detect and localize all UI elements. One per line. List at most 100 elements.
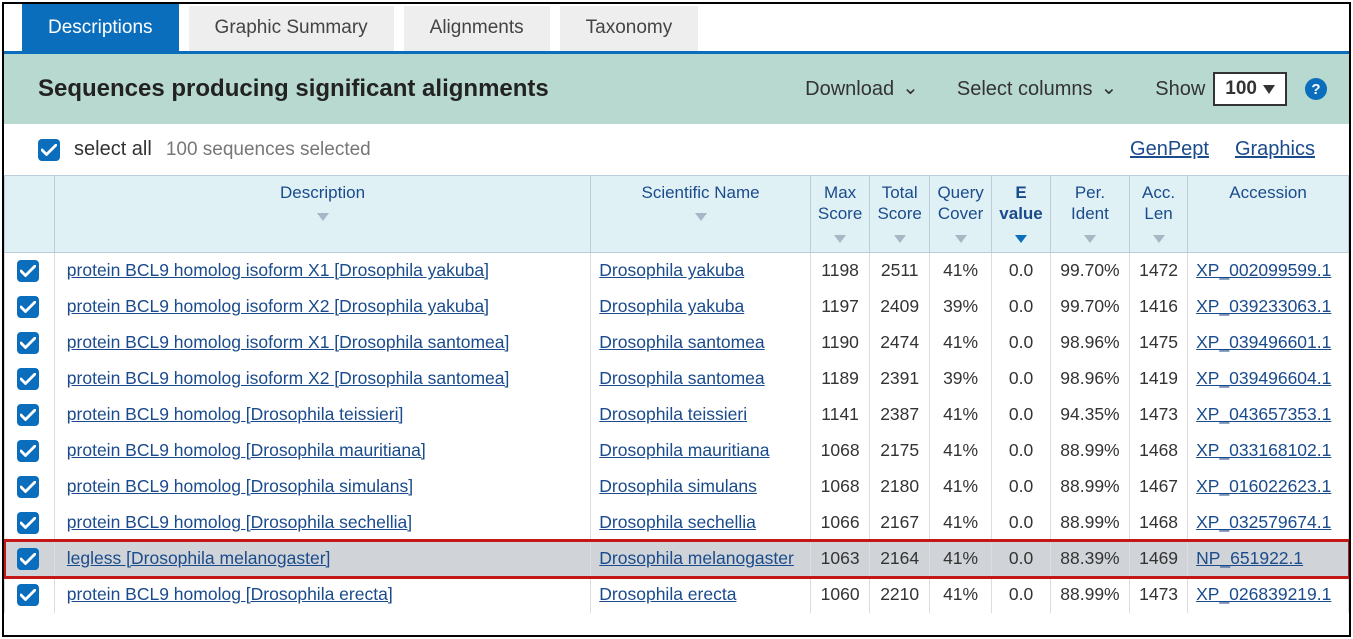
accession-link[interactable]: XP_033168102.1 — [1196, 440, 1331, 460]
description-link[interactable]: protein BCL9 homolog isoform X2 [Drosoph… — [67, 296, 489, 316]
col-per-ident-header[interactable]: Per.Ident — [1050, 176, 1129, 253]
description-cell: protein BCL9 homolog isoform X2 [Drosoph… — [54, 289, 590, 325]
scientific-name-link[interactable]: Drosophila teissieri — [599, 404, 747, 424]
table-row: legless [Drosophila melanogaster] Drosoph… — [5, 541, 1349, 577]
max-score-cell: 1190 — [810, 325, 870, 361]
select-all-checkbox[interactable] — [38, 139, 60, 161]
help-icon[interactable]: ? — [1305, 78, 1327, 100]
results-title: Sequences producing significant alignmen… — [38, 75, 767, 103]
col-total-score-header[interactable]: TotalScore — [870, 176, 930, 253]
scientific-name-link[interactable]: Drosophila santomea — [599, 332, 764, 352]
checkmark-icon — [41, 144, 57, 156]
app-frame: Descriptions Graphic Summary Alignments … — [2, 2, 1351, 637]
e-value-cell: 0.0 — [992, 469, 1051, 505]
select-columns-dropdown[interactable]: Select columns ⌄ — [957, 77, 1117, 102]
description-link[interactable]: protein BCL9 homolog [Drosophila teissie… — [67, 404, 404, 424]
total-score-cell: 2387 — [870, 397, 930, 433]
description-link[interactable]: protein BCL9 homolog isoform X1 [Drosoph… — [67, 332, 510, 352]
e-value-cell: 0.0 — [992, 541, 1051, 577]
scientific-name-link[interactable]: Drosophila melanogaster — [599, 548, 794, 568]
row-checkbox[interactable] — [17, 296, 39, 318]
description-link[interactable]: protein BCL9 homolog [Drosophila simulan… — [67, 476, 413, 496]
acc-len-cell: 1468 — [1130, 433, 1188, 469]
tab-graphic-summary[interactable]: Graphic Summary — [189, 6, 394, 51]
col-description-header[interactable]: Description — [54, 176, 590, 253]
description-link[interactable]: protein BCL9 homolog [Drosophila sechell… — [67, 512, 412, 532]
col-e-value-header[interactable]: Evalue — [992, 176, 1051, 253]
tab-bar: Descriptions Graphic Summary Alignments … — [4, 4, 1349, 54]
total-score-cell: 2474 — [870, 325, 930, 361]
description-link[interactable]: protein BCL9 homolog isoform X2 [Drosoph… — [67, 368, 510, 388]
per-ident-cell: 88.99% — [1050, 469, 1129, 505]
sort-icon — [834, 235, 846, 243]
accession-link[interactable]: NP_651922.1 — [1196, 548, 1303, 568]
accession-cell: XP_016022623.1 — [1188, 469, 1349, 505]
e-value-cell: 0.0 — [992, 361, 1051, 397]
results-table: Description Scientific Name MaxScore Tot… — [4, 175, 1349, 613]
query-cover-cell: 41% — [929, 397, 991, 433]
accession-link[interactable]: XP_039496601.1 — [1196, 332, 1331, 352]
accession-link[interactable]: XP_039233063.1 — [1196, 296, 1331, 316]
e-value-cell: 0.0 — [992, 325, 1051, 361]
col-query-cover-header[interactable]: QueryCover — [929, 176, 991, 253]
scientific-name-link[interactable]: Drosophila sechellia — [599, 512, 756, 532]
select-all-bar: select all 100 sequences selected GenPep… — [4, 124, 1349, 175]
accession-link[interactable]: XP_026839219.1 — [1196, 584, 1331, 604]
accession-link[interactable]: XP_002099599.1 — [1196, 260, 1331, 280]
row-checkbox[interactable] — [17, 440, 39, 462]
row-checkbox[interactable] — [17, 332, 39, 354]
show-select[interactable]: 100 — [1213, 72, 1287, 106]
accession-cell: XP_039496601.1 — [1188, 325, 1349, 361]
sort-active-icon — [1015, 235, 1027, 243]
row-checkbox[interactable] — [17, 584, 39, 606]
scientific-name-link[interactable]: Drosophila santomea — [599, 368, 764, 388]
description-link[interactable]: protein BCL9 homolog isoform X1 [Drosoph… — [67, 260, 489, 280]
col-scientific-name-header[interactable]: Scientific Name — [591, 176, 811, 253]
e-value-cell: 0.0 — [992, 505, 1051, 541]
description-link[interactable]: protein BCL9 homolog [Drosophila erecta] — [67, 584, 393, 604]
col-max-score-header[interactable]: MaxScore — [810, 176, 870, 253]
table-row: protein BCL9 homolog [Drosophila sechell… — [5, 505, 1349, 541]
accession-cell: XP_033168102.1 — [1188, 433, 1349, 469]
e-value-cell: 0.0 — [992, 433, 1051, 469]
show-label: Show — [1155, 78, 1205, 101]
row-checkbox-cell — [5, 325, 55, 361]
accession-link[interactable]: XP_043657353.1 — [1196, 404, 1331, 424]
show-control: Show 100 — [1155, 72, 1287, 106]
row-checkbox[interactable] — [17, 260, 39, 282]
scientific-name-link[interactable]: Drosophila mauritiana — [599, 440, 769, 460]
description-link[interactable]: legless [Drosophila melanogaster] — [67, 548, 331, 568]
show-value: 100 — [1225, 78, 1257, 100]
scientific-name-link[interactable]: Drosophila erecta — [599, 584, 736, 604]
description-link[interactable]: protein BCL9 homolog [Drosophila mauriti… — [67, 440, 426, 460]
scientific-name-cell: Drosophila yakuba — [591, 252, 811, 289]
accession-link[interactable]: XP_032579674.1 — [1196, 512, 1331, 532]
genpept-link[interactable]: GenPept — [1130, 138, 1209, 161]
scientific-name-link[interactable]: Drosophila yakuba — [599, 296, 744, 316]
col-accession-header[interactable]: Accession — [1188, 176, 1349, 253]
table-row: protein BCL9 homolog [Drosophila simulan… — [5, 469, 1349, 505]
tab-alignments[interactable]: Alignments — [404, 6, 550, 51]
per-ident-cell: 99.70% — [1050, 252, 1129, 289]
accession-link[interactable]: XP_039496604.1 — [1196, 368, 1331, 388]
row-checkbox[interactable] — [17, 404, 39, 426]
accession-link[interactable]: XP_016022623.1 — [1196, 476, 1331, 496]
row-checkbox[interactable] — [17, 512, 39, 534]
per-ident-cell: 98.96% — [1050, 361, 1129, 397]
row-checkbox[interactable] — [17, 368, 39, 390]
caret-down-icon — [1263, 85, 1275, 94]
acc-len-cell: 1473 — [1130, 397, 1188, 433]
scientific-name-link[interactable]: Drosophila simulans — [599, 476, 757, 496]
col-acc-len-header[interactable]: Acc.Len — [1130, 176, 1188, 253]
description-cell: protein BCL9 homolog isoform X1 [Drosoph… — [54, 252, 590, 289]
row-checkbox[interactable] — [17, 548, 39, 570]
max-score-cell: 1068 — [810, 469, 870, 505]
tab-taxonomy[interactable]: Taxonomy — [560, 6, 699, 51]
tab-descriptions[interactable]: Descriptions — [22, 4, 179, 51]
scientific-name-link[interactable]: Drosophila yakuba — [599, 260, 744, 280]
description-cell: legless [Drosophila melanogaster] — [54, 541, 590, 577]
download-dropdown[interactable]: Download ⌄ — [805, 77, 919, 102]
total-score-cell: 2167 — [870, 505, 930, 541]
row-checkbox[interactable] — [17, 476, 39, 498]
graphics-link[interactable]: Graphics — [1235, 138, 1315, 161]
